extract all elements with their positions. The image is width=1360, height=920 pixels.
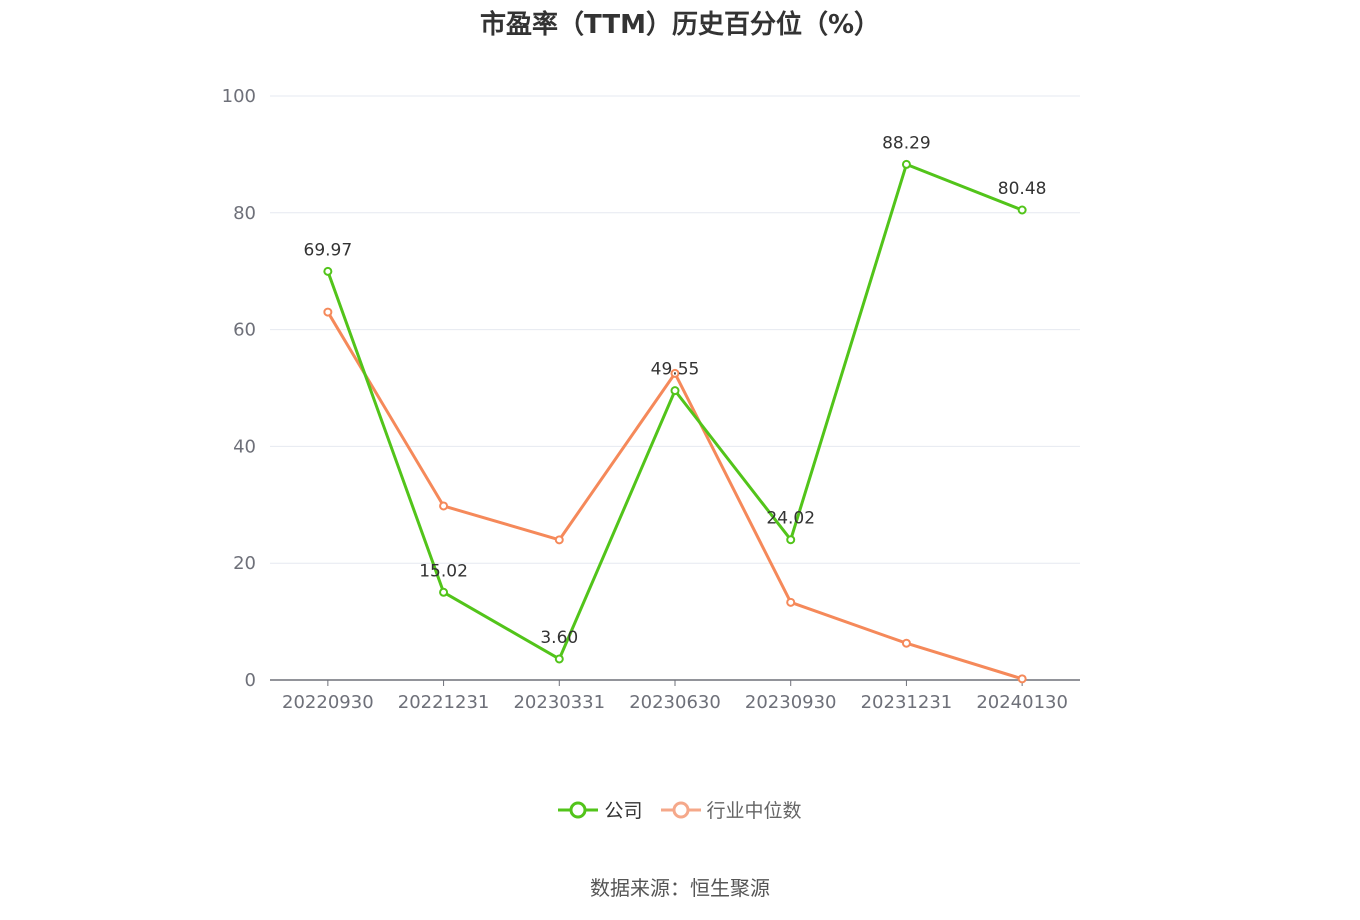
x-tick-label: 20230331	[513, 692, 605, 713]
company-data-label: 49.55	[651, 360, 700, 380]
industry-data-point	[786, 597, 796, 607]
company-data-point	[1017, 205, 1027, 215]
x-tick-label: 20230930	[745, 692, 837, 713]
y-tick-label: 20	[233, 553, 256, 574]
y-tick-label: 60	[233, 320, 256, 341]
data-source: 数据来源：恒生聚源	[590, 876, 770, 900]
company-series-line	[326, 162, 1023, 661]
legend-industry-label: 行业中位数	[706, 800, 802, 822]
company-data-label: 69.97	[304, 240, 353, 260]
industry-data-point	[439, 501, 449, 511]
x-tick-label: 20230630	[629, 692, 721, 713]
legend: 公司 行业中位数	[0, 796, 1360, 823]
company-data-point	[554, 654, 564, 664]
x-tick-label: 20221231	[398, 692, 490, 713]
legend-industry-marker	[660, 801, 701, 818]
company-data-point	[323, 266, 333, 276]
y-tick-label: 40	[233, 436, 256, 457]
company-data-label: 80.48	[998, 179, 1047, 199]
company-data-point	[786, 535, 796, 545]
legend-item-industry[interactable]: 行业中位数	[660, 796, 802, 823]
industry-data-point	[901, 638, 911, 648]
company-data-point	[439, 587, 449, 597]
chart-title: 市盈率（TTM）历史百分位（%）	[480, 10, 880, 40]
y-tick-label: 0	[245, 670, 256, 691]
x-tick-label: 20240130	[976, 692, 1068, 713]
company-data-label: 3.60	[540, 628, 578, 648]
y-tick-label: 100	[222, 86, 256, 107]
company-data-label: 88.29	[882, 133, 931, 153]
legend-company-label: 公司	[604, 800, 643, 822]
industry-data-point	[1017, 674, 1027, 684]
x-tick-label: 20220930	[282, 692, 374, 713]
industry-data-point	[323, 307, 333, 317]
industry-data-point	[670, 368, 680, 378]
x-tick-label: 20231231	[861, 692, 953, 713]
company-data-point	[901, 159, 911, 169]
industry-data-point	[554, 535, 564, 545]
legend-company-marker	[558, 801, 599, 818]
legend-item-company[interactable]: 公司	[558, 796, 643, 823]
y-tick-label: 80	[233, 203, 256, 224]
company-data-point	[670, 386, 680, 396]
company-data-label: 24.02	[766, 509, 815, 529]
company-data-label: 15.02	[419, 561, 468, 581]
